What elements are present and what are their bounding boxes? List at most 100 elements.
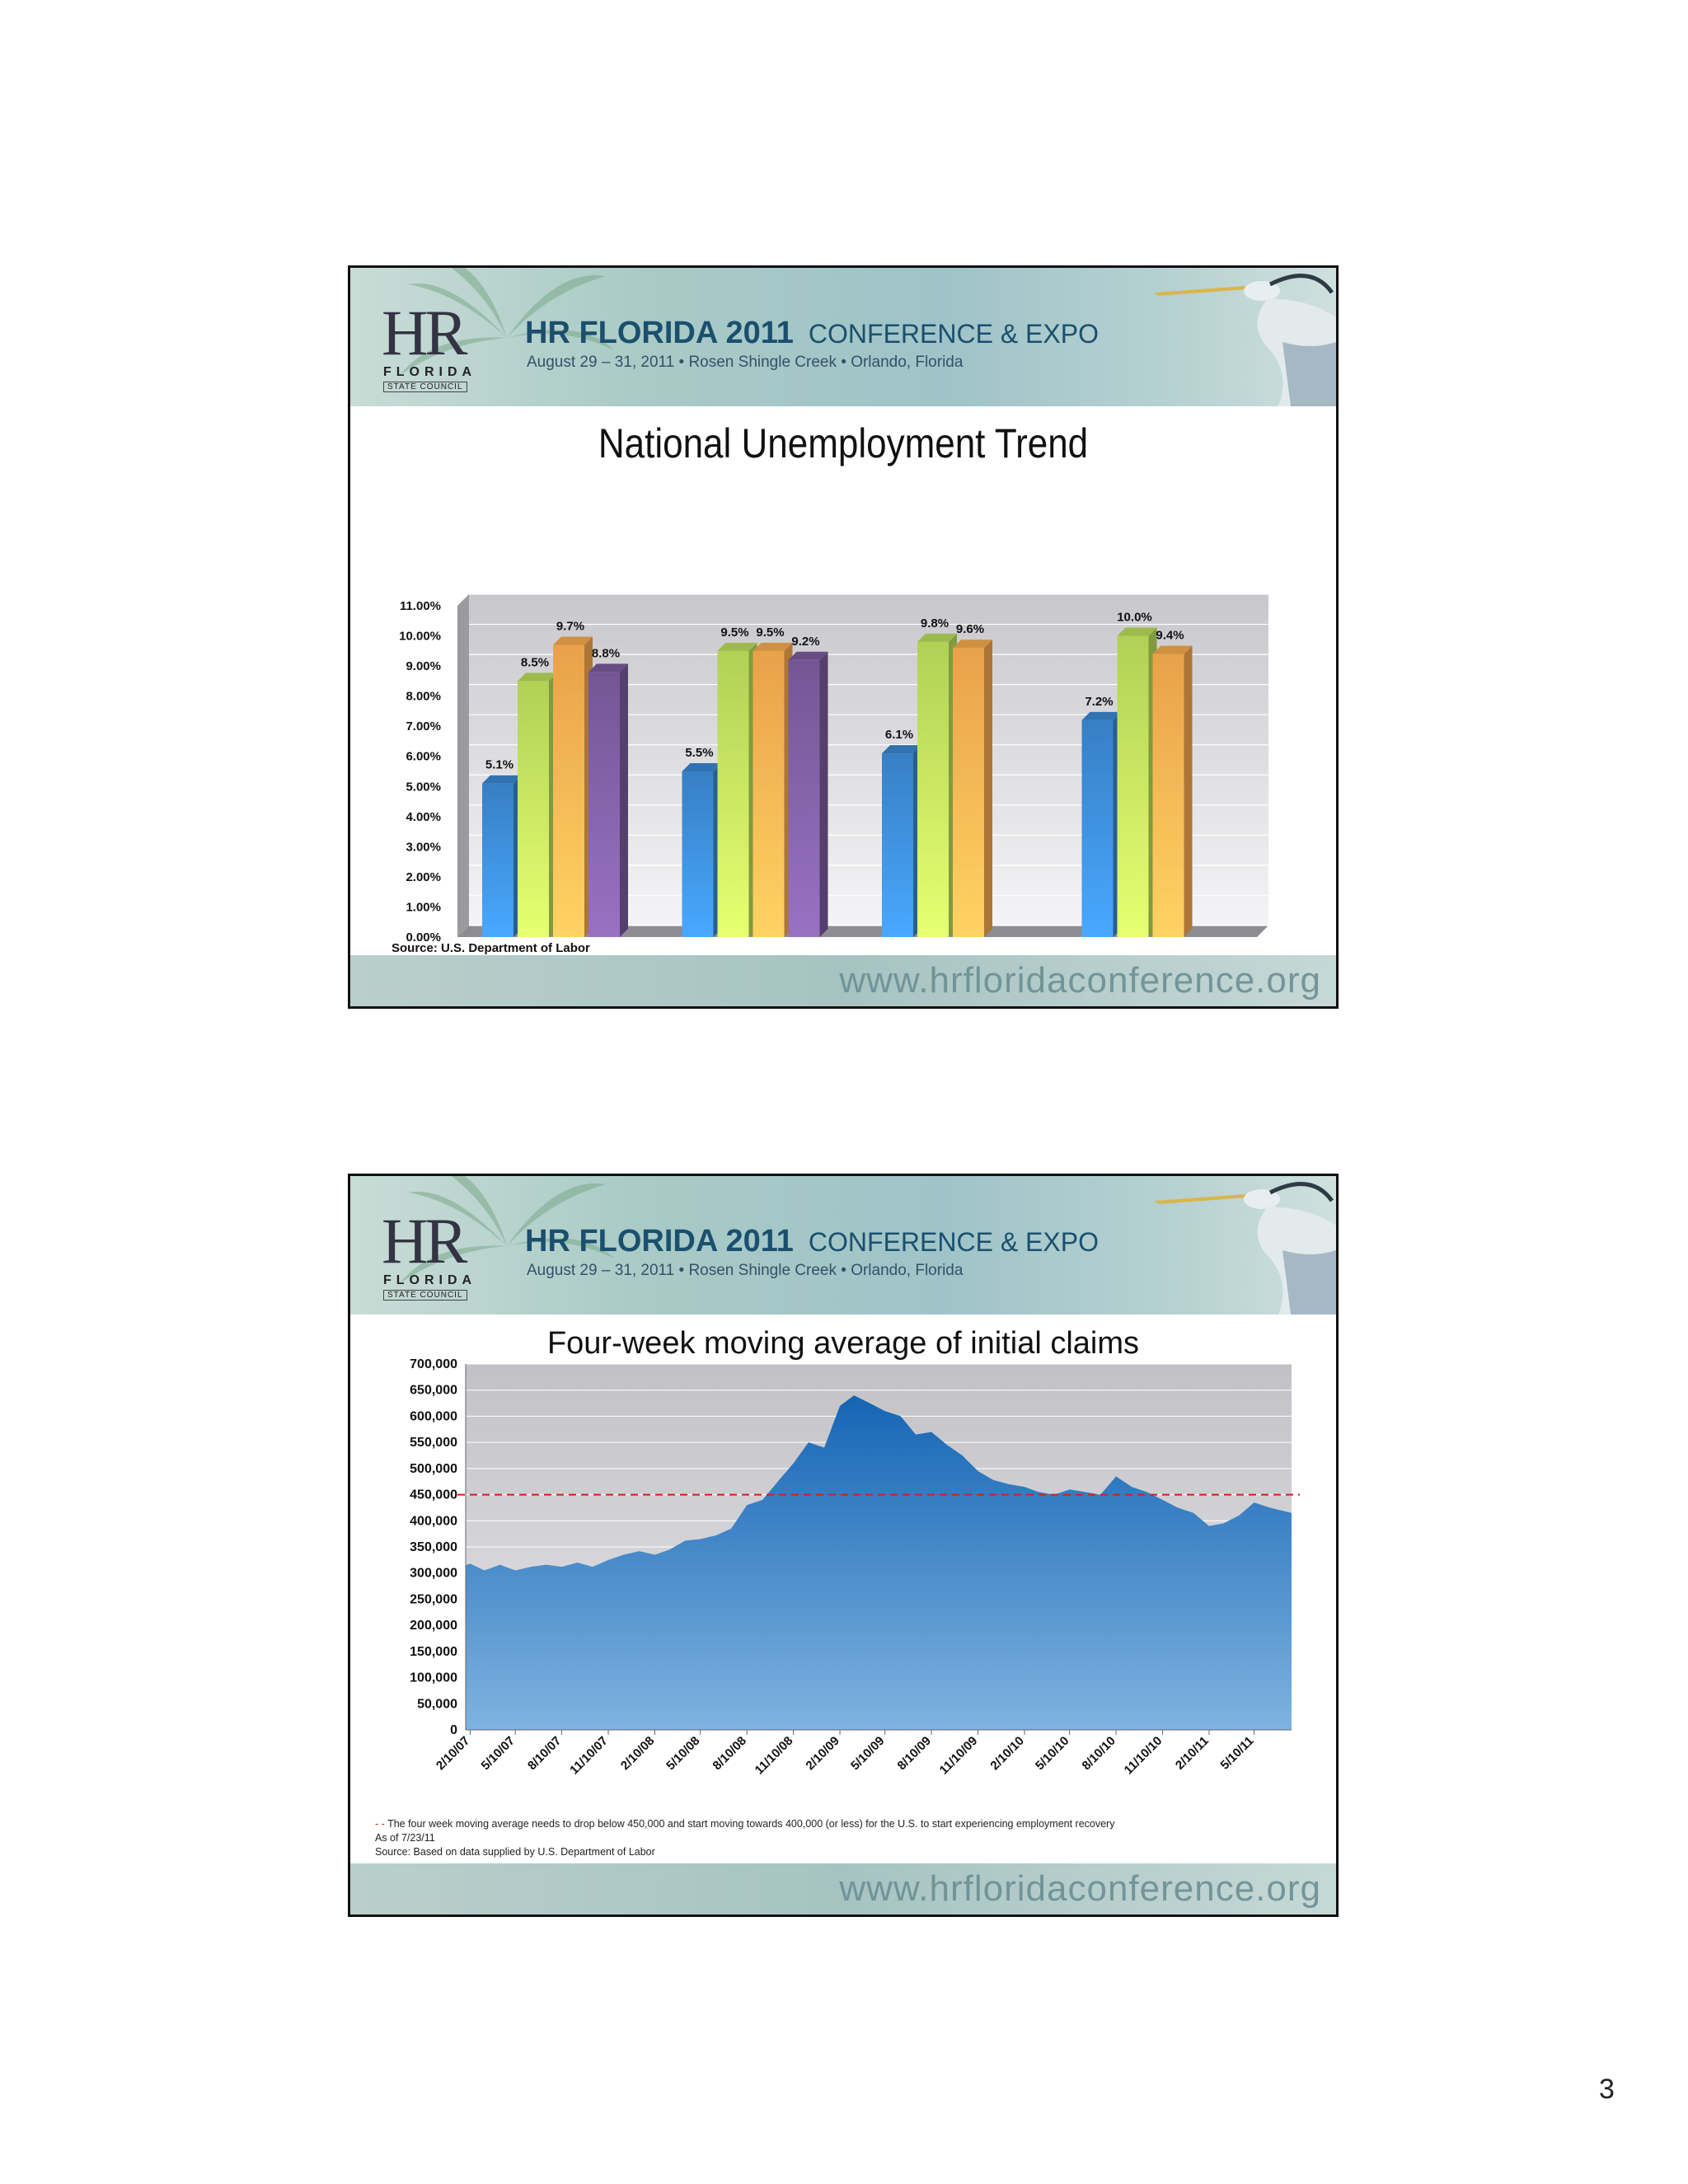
bar-front	[1117, 635, 1149, 937]
y-tick-label: 9.00%	[406, 659, 441, 673]
bar-2008-december	[1081, 711, 1122, 937]
banner-title: HR FLORIDA 2011 CONFERENCE & EXPO	[525, 316, 1099, 351]
slide-footer: www.hrfloridaconference.org	[350, 955, 1336, 1006]
bar-2008-june	[682, 763, 722, 937]
bar-front	[717, 650, 749, 937]
bar-front	[882, 753, 913, 937]
y-tick-label: 150,000	[410, 1645, 457, 1659]
data-label: 9.7%	[556, 620, 584, 634]
logo-council-text: STATE COUNCIL	[383, 382, 467, 392]
bar-top	[917, 633, 957, 642]
banner-title-suffix: CONFERENCE & EXPO	[808, 319, 1099, 349]
banner-title: HR FLORIDA 2011 CONFERENCE & EXPO	[525, 1224, 1099, 1259]
bar-top	[882, 745, 921, 754]
y-tick-label: 11.00%	[400, 599, 441, 613]
y-tick-label: 500,000	[410, 1462, 457, 1476]
x-tick-label: 8/10/07	[525, 1734, 564, 1773]
data-label: 9.4%	[1156, 628, 1184, 642]
x-tick-label: 2/10/10	[987, 1734, 1026, 1773]
bar-2009-december	[1117, 627, 1157, 937]
bar-top	[518, 673, 557, 682]
bar-front	[1152, 654, 1184, 937]
y-tick-label: 8.00%	[406, 690, 441, 704]
chart-side-wall	[457, 594, 469, 937]
chart-floor	[457, 926, 1268, 937]
logo-florida-text: FLORIDA	[383, 365, 477, 379]
y-tick-label: 100,000	[410, 1671, 457, 1685]
y-tick-label: 1.00%	[406, 900, 441, 914]
bar-front	[588, 672, 620, 937]
x-tick-label: 11/10/08	[753, 1734, 796, 1778]
bar-front	[1081, 719, 1114, 937]
y-tick-label: 650,000	[410, 1384, 457, 1398]
bar-2009-september	[917, 633, 957, 937]
data-label: 7.2%	[1085, 695, 1113, 709]
y-tick-label: 200,000	[410, 1619, 457, 1633]
bar-2008-september	[882, 745, 921, 937]
bar-top	[553, 636, 593, 645]
y-tick-label: 2.00%	[406, 870, 441, 884]
banner-title-main: HR FLORIDA 2011	[525, 316, 794, 350]
conference-banner: HR FLORIDA STATE COUNCIL HR FLORIDA 2011…	[350, 268, 1336, 406]
bar-2009-june	[717, 642, 757, 937]
unemployment-bar-chart: 0.00% 1.00% 2.00% 3.00% 4.00% 5.00% 6.00% 7.00%…	[399, 593, 1268, 1001]
chart-title: Four-week moving average of initial clai…	[546, 1326, 1140, 1361]
palm-decoration	[400, 1176, 614, 1283]
hr-logo-text: HR	[382, 297, 467, 368]
slide-footer: www.hrfloridaconference.org	[350, 1863, 1336, 1915]
conference-banner: HR FLORIDA STATE COUNCIL HR FLORIDA 2011…	[350, 1176, 1336, 1315]
y-tick-label: 6.00%	[406, 750, 441, 764]
x-tick-label: 11/10/10	[1122, 1734, 1165, 1778]
bar-2010-march	[553, 636, 593, 937]
y-tick-label: 550,000	[410, 1436, 457, 1450]
bar-2009-march	[518, 673, 557, 937]
y-tick-label: 4.00%	[406, 810, 441, 824]
bar-2011-june	[788, 651, 828, 937]
data-label: 9.2%	[791, 635, 819, 649]
chart-title: National Unemployment Trend	[598, 420, 1089, 466]
bar-top	[953, 640, 992, 649]
bar-top	[753, 642, 793, 651]
bar-front	[518, 681, 549, 937]
bar-front	[788, 659, 820, 937]
data-label: 5.5%	[685, 746, 713, 760]
x-tick-label: 2/10/11	[1173, 1734, 1212, 1773]
x-tick-label: 5/10/07	[479, 1734, 518, 1773]
x-tick-label: 8/10/08	[710, 1734, 749, 1773]
data-label: 6.1%	[885, 728, 913, 742]
source-note: Source: U.S. Department of Labor	[392, 941, 590, 955]
bar-front	[553, 644, 584, 937]
footer-url: www.hrfloridaconference.org	[839, 1868, 1321, 1909]
x-tick-label: 8/10/10	[1080, 1734, 1118, 1773]
x-tick-label: 11/10/09	[937, 1734, 981, 1778]
page-number: 3	[1599, 2074, 1615, 2105]
data-label: 8.8%	[592, 646, 620, 660]
bar-top	[682, 763, 722, 771]
y-tick-label: 700,000	[410, 1357, 457, 1371]
bar-top	[1117, 627, 1157, 636]
y-tick-label: 600,000	[410, 1409, 457, 1423]
x-tick-label: 2/10/08	[618, 1734, 657, 1773]
logo-florida-text: FLORIDA	[383, 1273, 477, 1287]
chart-notes: - - The four week moving average needs t…	[375, 1817, 1114, 1859]
footer-url: www.hrfloridaconference.org	[839, 960, 1321, 1001]
x-tick-label: 8/10/09	[895, 1734, 934, 1773]
y-tick-label: 5.00%	[406, 780, 441, 794]
y-tick-label: 250,000	[410, 1592, 457, 1606]
data-label: 5.1%	[485, 758, 513, 772]
y-tick-label: 450,000	[410, 1488, 457, 1502]
recovery-note: - - The four week moving average needs t…	[375, 1817, 1114, 1831]
bar-front	[917, 641, 949, 937]
bar-side	[620, 663, 628, 937]
bar-top	[717, 642, 757, 651]
bar-front	[482, 783, 513, 937]
bar-top	[1152, 645, 1193, 654]
bar-side	[1184, 645, 1193, 937]
hr-logo-text: HR	[382, 1205, 467, 1277]
y-tick-label: 300,000	[410, 1567, 457, 1581]
y-tick-label: 350,000	[410, 1540, 457, 1554]
bar-top	[482, 775, 522, 784]
data-label: 9.6%	[956, 622, 984, 636]
x-tick-label: 2/10/07	[434, 1734, 472, 1773]
x-tick-label: 2/10/09	[803, 1734, 842, 1773]
